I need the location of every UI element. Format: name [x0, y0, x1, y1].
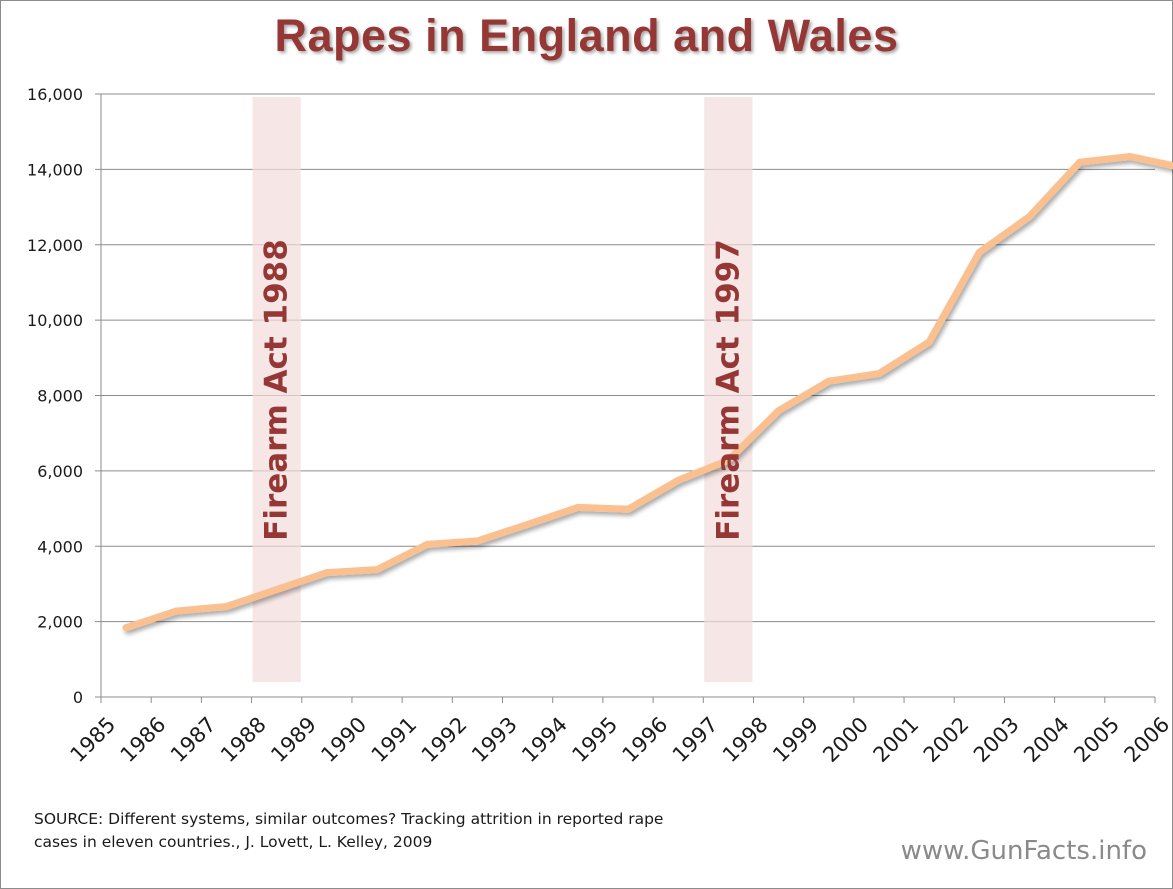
series-line [122, 153, 1173, 632]
x-tick-label: 2004 [1019, 712, 1074, 767]
axes [95, 93, 1156, 703]
data-point [1076, 158, 1084, 166]
y-tick-label: 10,000 [27, 311, 83, 330]
x-tick-label: 1999 [768, 712, 823, 767]
x-tick-label: 1997 [668, 712, 723, 767]
annotation-band [704, 97, 753, 682]
data-point [875, 370, 883, 378]
y-tick-label: 0 [73, 688, 83, 707]
x-tick-label: 2003 [969, 712, 1024, 767]
x-tick-label: 1985 [66, 712, 121, 767]
y-tick-label: 8,000 [37, 387, 83, 406]
x-tick-label: 2001 [869, 712, 924, 767]
y-tick-label: 4,000 [37, 537, 83, 556]
x-tick-label: 1987 [166, 712, 221, 767]
data-point [1126, 153, 1134, 161]
chart-title: Rapes in England and Wales [274, 10, 899, 61]
source-line-2: cases in eleven countries., J. Lovett, L… [34, 833, 433, 851]
y-tick-labels: 0 2,000 4,000 6,000 8,000 10,000 12,000 14,000 1… [27, 85, 83, 707]
x-tick-labels: 1985198619871988198919901991199219931994… [66, 712, 1173, 767]
y-tick-label: 6,000 [37, 462, 83, 481]
x-tick-label: 1988 [216, 712, 271, 767]
annotation-labels: Firearm Act 1988 Firearm Act 1997 [259, 239, 747, 541]
x-tick-label: 1992 [417, 712, 472, 767]
annotation-label: Firearm Act 1997 [710, 239, 746, 541]
x-tick-label: 2005 [1069, 712, 1124, 767]
y-tick-label: 14,000 [27, 160, 83, 179]
y-tick-label: 12,000 [27, 236, 83, 255]
data-point [524, 520, 532, 528]
source-citation: SOURCE: Different systems, similar outco… [34, 808, 754, 854]
data-point [624, 505, 632, 513]
data-point [1026, 212, 1034, 220]
data-point [222, 603, 230, 611]
x-tick-label: 1991 [367, 712, 422, 767]
x-tick-label: 1989 [266, 712, 321, 767]
data-point [473, 537, 481, 545]
data-point [172, 607, 180, 615]
data-point [323, 569, 331, 577]
data-point [724, 456, 732, 464]
series-layer [122, 153, 1173, 632]
data-point [674, 476, 682, 484]
data-point [825, 377, 833, 385]
data-point [122, 624, 130, 632]
y-tick-label: 2,000 [37, 613, 83, 632]
x-tick-label: 1990 [316, 712, 371, 767]
watermark: www.GunFacts.info [900, 836, 1147, 866]
x-tick-label: 1995 [567, 712, 622, 767]
data-point [373, 566, 381, 574]
data-point [775, 407, 783, 415]
data-point [925, 338, 933, 346]
annotation-label: Firearm Act 1988 [259, 239, 295, 541]
x-tick-label: 1994 [517, 712, 572, 767]
y-tick-label: 16,000 [27, 85, 83, 104]
data-point [273, 586, 281, 594]
x-tick-label: 1986 [116, 712, 171, 767]
source-line-1: SOURCE: Different systems, similar outco… [34, 810, 664, 828]
x-tick-label: 2006 [1120, 712, 1173, 767]
x-tick-label: 1993 [467, 712, 522, 767]
annotation-bands [252, 97, 753, 682]
x-tick-label: 2000 [818, 712, 873, 767]
data-point [423, 540, 431, 548]
data-point [574, 503, 582, 511]
x-tick-label: 2002 [919, 712, 974, 767]
data-point [975, 248, 983, 256]
x-tick-label: 1998 [718, 712, 773, 767]
x-tick-label: 1996 [618, 712, 673, 767]
